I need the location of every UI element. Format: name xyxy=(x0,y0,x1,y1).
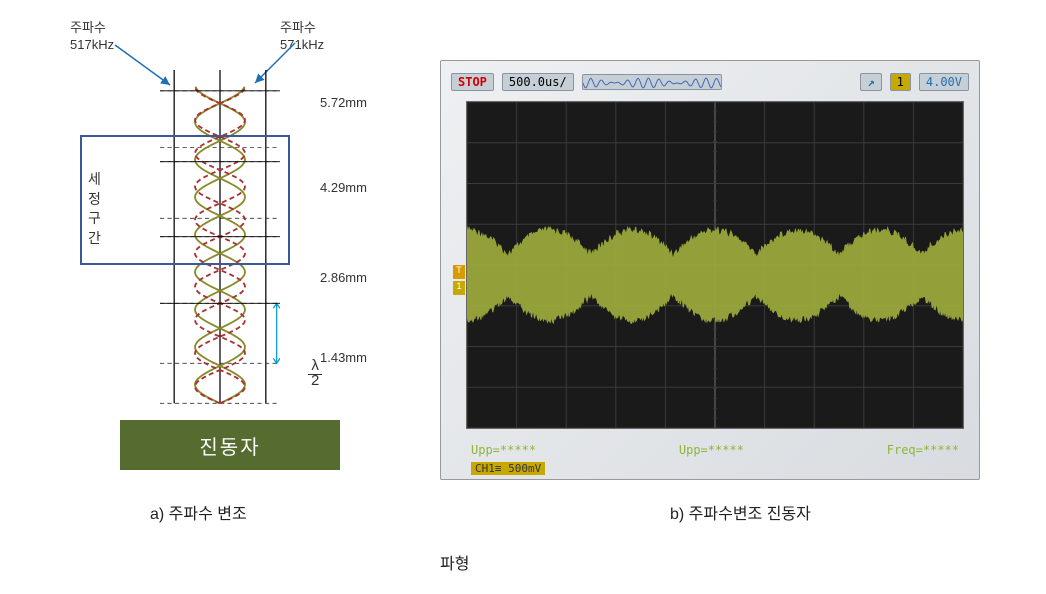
freq-517-line1: 주파수 xyxy=(70,20,106,35)
scope-channel-chip: 1 xyxy=(890,73,911,91)
wash-char-4: 간 xyxy=(88,230,101,246)
wash-char-1: 세 xyxy=(88,171,101,187)
freq-571-line1: 주파수 xyxy=(280,20,316,35)
scope-side-marker-t: T xyxy=(453,265,465,279)
scope-trigger-preview xyxy=(582,74,722,90)
frequency-modulation-diagram: 주파수 517kHz 주파수 571kHz xyxy=(40,20,400,500)
mm-label-0: 5.72mm xyxy=(320,95,367,110)
caption-b: b) 주파수변조 진동자 xyxy=(670,500,811,524)
scope-side-marker-ch1: 1 xyxy=(453,281,465,295)
trigger-mini-wave xyxy=(583,75,722,90)
lambda-half-label: λ 2 xyxy=(308,358,322,389)
wash-char-2: 정 xyxy=(88,191,101,207)
scope-trigger-level: 4.00V xyxy=(919,73,969,91)
wash-char-3: 구 xyxy=(88,210,101,226)
oscilloscope-frame: STOP 500.0us/ ↗ 1 4.00V ▾ T 1 xyxy=(440,60,980,480)
mm-label-2: 2.86mm xyxy=(320,270,367,285)
mm-label-3: 1.43mm xyxy=(320,350,367,365)
oscilloscope-panel: STOP 500.0us/ ↗ 1 4.00V ▾ T 1 xyxy=(400,20,1006,500)
oscillator-block: 진동자 xyxy=(120,420,340,470)
caption-a: a) 주파수 변조 xyxy=(150,500,247,524)
scope-readouts: Upp=***** Upp=***** Freq=***** xyxy=(471,443,959,457)
scope-readout-upp1: Upp=***** xyxy=(471,443,536,457)
scope-timebase-chip: 500.0us/ xyxy=(502,73,574,91)
oscillator-label: 진동자 xyxy=(199,431,260,460)
oscilloscope-screen xyxy=(466,101,964,429)
scope-readout-upp2: Upp=***** xyxy=(679,443,744,457)
scope-readout-freq: Freq=***** xyxy=(887,443,959,457)
freq-label-517: 주파수 517kHz xyxy=(70,20,114,54)
freq-517-line2: 517kHz xyxy=(70,37,114,52)
scope-topbar: STOP 500.0us/ ↗ 1 4.00V xyxy=(451,71,969,93)
mm-label-1: 4.29mm xyxy=(320,180,367,195)
lambda-den: 2 xyxy=(308,372,322,389)
scope-svg xyxy=(467,102,963,428)
wash-region-box xyxy=(80,135,290,265)
scope-edge-icon: ↗ xyxy=(860,73,881,91)
caption-center: 파형 xyxy=(440,550,469,574)
wash-region-label: 세 정 구 간 xyxy=(88,170,101,248)
scope-ch1-scale-chip: CH1≡ 500mV xyxy=(471,462,545,475)
scope-stop-chip: STOP xyxy=(451,73,494,91)
